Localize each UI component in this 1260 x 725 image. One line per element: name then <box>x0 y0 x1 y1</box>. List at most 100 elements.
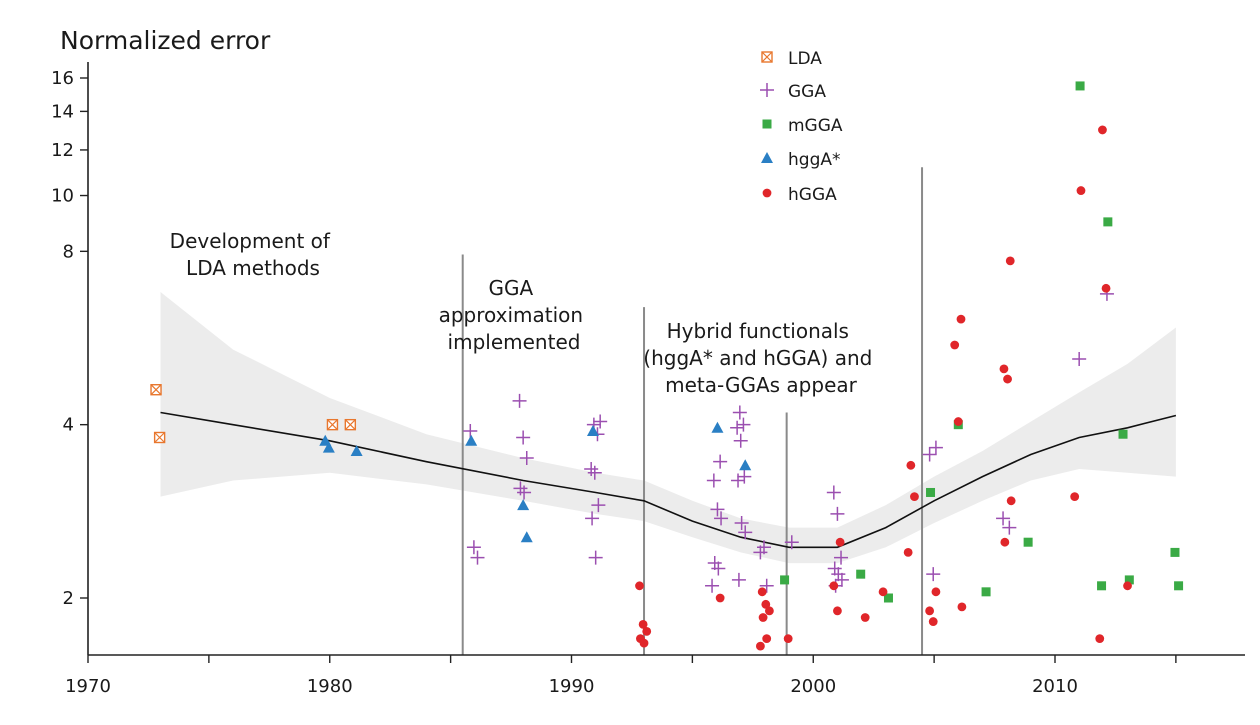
legend-marker-lda <box>761 51 773 63</box>
chart-title: Normalized error <box>60 26 271 55</box>
series-hgga <box>319 421 752 543</box>
point-gga-41 <box>831 567 846 582</box>
point-hgga-8 <box>711 421 724 433</box>
point-mgga-4 <box>926 487 936 497</box>
point-hgga-5 <box>639 638 649 648</box>
point-gga-29 <box>731 473 746 488</box>
point-hgga-9 <box>765 606 774 616</box>
point-gga-48 <box>996 511 1011 526</box>
point-hgga-2 <box>638 619 648 629</box>
point-hgga-15 <box>829 581 839 591</box>
legend-label-gga: GGA <box>788 82 826 102</box>
point-gga-19 <box>710 502 725 517</box>
point-gga-47 <box>1002 520 1017 535</box>
point-hgga-3 <box>642 626 652 636</box>
point-hgga-14 <box>835 537 845 547</box>
y-tick-label-4: 4 <box>63 415 74 436</box>
legend-marker-hgga <box>761 152 773 163</box>
point-gga-16 <box>588 550 603 565</box>
point-gga-27 <box>733 433 748 448</box>
point-gga-39 <box>834 550 849 565</box>
point-gga-9 <box>593 414 608 429</box>
point-gga-37 <box>826 485 841 500</box>
x-tick-label-1970: 1970 <box>65 676 111 697</box>
point-hgga-5 <box>517 499 530 511</box>
y-tick-label-10: 10 <box>51 186 74 207</box>
y-tick-label-8: 8 <box>63 241 74 262</box>
point-mgga-14 <box>1174 581 1184 591</box>
x-tick-label-2000: 2000 <box>790 676 836 697</box>
point-gga-33 <box>759 578 774 593</box>
point-lda-4 <box>344 418 357 431</box>
point-hgga-4 <box>465 434 478 446</box>
point-gga-12 <box>584 462 599 477</box>
era-label-lda: Development of LDA methods <box>170 229 337 280</box>
y-tick-label-14: 14 <box>51 101 74 122</box>
point-mgga-9 <box>1103 217 1113 227</box>
point-mgga-11 <box>1124 575 1134 585</box>
point-hgga-10 <box>758 613 768 622</box>
point-gga-23 <box>705 578 720 593</box>
point-hgga-21 <box>903 548 913 557</box>
point-gga-4 <box>512 393 527 408</box>
point-gga-44 <box>928 440 943 455</box>
point-gga-1 <box>463 423 478 438</box>
point-hgga-35 <box>1098 125 1107 135</box>
point-lda-1 <box>150 384 162 396</box>
point-gga-17 <box>713 454 728 469</box>
point-gga-8 <box>517 485 532 500</box>
point-hgga-33 <box>1076 186 1086 195</box>
point-gga-20 <box>714 511 729 526</box>
point-gga-42 <box>834 572 849 587</box>
point-gga-2 <box>466 540 481 555</box>
point-hgga-11 <box>762 634 772 644</box>
point-hgga-32 <box>1000 537 1010 547</box>
point-hgga-9 <box>739 459 752 471</box>
point-hgga-28 <box>957 602 967 612</box>
data-points <box>150 81 1184 651</box>
legend-label-mgga: mGGA <box>788 116 843 136</box>
point-hgga-7 <box>757 587 767 597</box>
era-label-gga: GGA approximation implemented <box>439 276 590 354</box>
point-gga-18 <box>706 473 721 488</box>
point-hgga-34 <box>1070 492 1080 502</box>
legend-label-lda: LDA <box>788 49 822 69</box>
point-gga-13 <box>587 465 602 480</box>
point-mgga-2 <box>856 569 866 579</box>
point-gga-24 <box>732 405 747 420</box>
legend-marker-hgga <box>762 188 772 198</box>
point-hgga-31 <box>1006 496 1016 506</box>
point-hgga-2 <box>322 441 335 453</box>
point-gga-3 <box>470 550 485 565</box>
era-divider-layer <box>461 167 924 655</box>
trend-line <box>160 411 1177 549</box>
legend-marker-mgga <box>762 119 772 129</box>
point-gga-36 <box>784 535 799 550</box>
point-mgga-10 <box>1097 581 1107 591</box>
point-gga-15 <box>585 511 600 526</box>
point-gga-28 <box>737 469 752 484</box>
point-gga-25 <box>736 417 751 432</box>
point-hgga-6 <box>715 593 725 603</box>
point-gga-49 <box>1072 352 1087 367</box>
era-annotations: Development of LDA methods GGA approxima… <box>170 229 873 397</box>
point-hgga-29 <box>999 364 1009 374</box>
point-gga-5 <box>516 430 531 445</box>
point-hgga-19 <box>906 460 916 470</box>
point-gga-40 <box>827 561 842 576</box>
point-hgga-26 <box>950 340 960 350</box>
point-mgga-12 <box>1118 429 1128 439</box>
point-hgga-38 <box>1123 581 1132 591</box>
point-hgga-25 <box>956 314 966 324</box>
x-tick-label-2010: 2010 <box>1032 676 1078 697</box>
point-hgga-30 <box>1003 374 1012 384</box>
y-ticks: 2 4 8 10 12 14 16 <box>51 68 88 609</box>
x-ticks: 1970 1980 1990 2000 2010 <box>65 655 1177 697</box>
point-gga-30 <box>734 515 749 530</box>
point-hgga-16 <box>833 606 842 616</box>
legend: LDA GGA mGGA hggA* hGGA <box>760 49 843 205</box>
x-tick-label-1980: 1980 <box>307 676 353 697</box>
point-gga-22 <box>711 561 726 576</box>
point-mgga-7 <box>1023 537 1033 547</box>
point-gga-21 <box>707 556 722 571</box>
